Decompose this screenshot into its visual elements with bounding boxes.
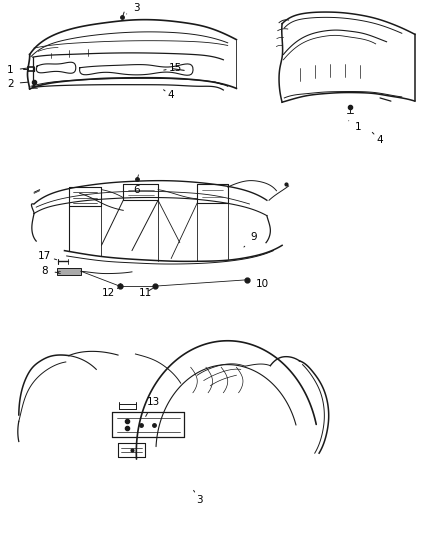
Text: 15: 15 (164, 63, 182, 72)
Text: 3: 3 (194, 490, 203, 505)
Text: 8: 8 (42, 266, 59, 276)
Text: 10: 10 (249, 279, 269, 288)
FancyBboxPatch shape (57, 268, 81, 275)
Text: 9: 9 (244, 232, 257, 247)
Text: 3: 3 (127, 3, 140, 14)
Text: 2: 2 (7, 79, 28, 88)
Text: 13: 13 (146, 397, 160, 416)
Text: 6: 6 (131, 184, 140, 198)
Text: 17: 17 (38, 251, 57, 261)
Text: 4: 4 (163, 90, 174, 100)
Text: 1: 1 (7, 66, 28, 75)
Text: 12: 12 (101, 288, 118, 298)
Text: 1: 1 (349, 121, 362, 132)
Text: 11: 11 (138, 288, 152, 298)
Text: 4: 4 (372, 132, 383, 146)
